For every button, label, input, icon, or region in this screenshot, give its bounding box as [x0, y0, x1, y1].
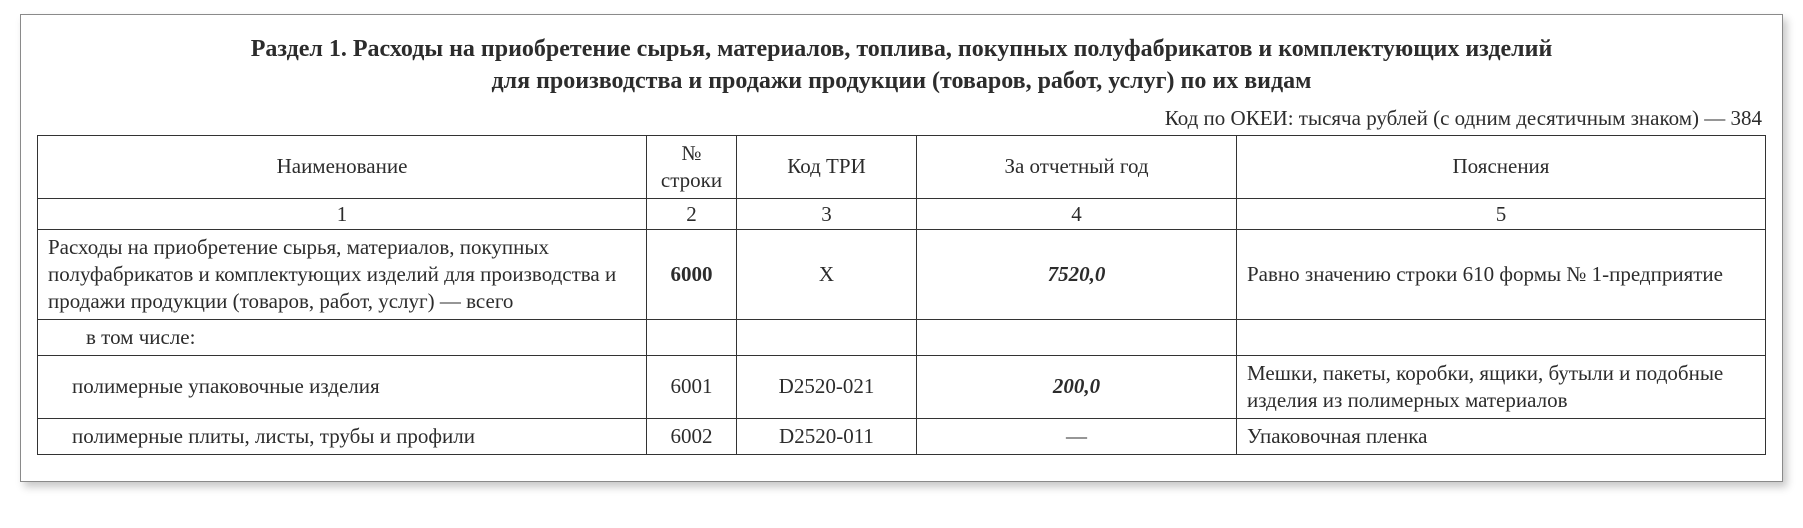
table-row: полимерные плиты, листы, трубы и профили…: [38, 418, 1766, 454]
colnum-4: 4: [917, 198, 1237, 230]
table-row: в том числе:: [38, 320, 1766, 356]
table-colnum-row: 1 2 3 4 5: [38, 198, 1766, 230]
section-title: Раздел 1. Расходы на приобретение сырья,…: [37, 33, 1766, 98]
cell-note: Равно значению строки 610 формы № 1-пред…: [1237, 230, 1766, 320]
cell-row-number: 6000: [647, 230, 737, 320]
col-header-note: Пояснения: [1237, 135, 1766, 198]
title-line-2: для производства и продажи продукции (то…: [492, 68, 1312, 94]
table-header-row: Наименование № строки Код ТРИ За отчетны…: [38, 135, 1766, 198]
col-header-rownum: № строки: [647, 135, 737, 198]
table-row: Расходы на приобретение сырья, материало…: [38, 230, 1766, 320]
cell-note: [1237, 320, 1766, 356]
cell-value: —: [917, 418, 1237, 454]
cell-row-number: 6002: [647, 418, 737, 454]
colnum-2: 2: [647, 198, 737, 230]
cell-code: D2520-011: [737, 418, 917, 454]
cell-name: полимерные упаковочные изделия: [38, 355, 647, 418]
colnum-5: 5: [1237, 198, 1766, 230]
cell-note: Мешки, пакеты, коробки, ящики, бутыли и …: [1237, 355, 1766, 418]
expenses-table: Наименование № строки Код ТРИ За отчетны…: [37, 135, 1766, 455]
cell-code: Х: [737, 230, 917, 320]
colnum-3: 3: [737, 198, 917, 230]
cell-value: [917, 320, 1237, 356]
cell-name: полимерные плиты, листы, трубы и профили: [38, 418, 647, 454]
cell-value: 200,0: [917, 355, 1237, 418]
title-line-1: Раздел 1. Расходы на приобретение сырья,…: [251, 36, 1553, 62]
table-row: полимерные упаковочные изделия6001D2520-…: [38, 355, 1766, 418]
cell-row-number: 6001: [647, 355, 737, 418]
cell-note: Упаковочная пленка: [1237, 418, 1766, 454]
col-header-code: Код ТРИ: [737, 135, 917, 198]
colnum-1: 1: [38, 198, 647, 230]
col-header-value: За отчетный год: [917, 135, 1237, 198]
col-header-name: Наименование: [38, 135, 647, 198]
table-body: Расходы на приобретение сырья, материало…: [38, 230, 1766, 454]
cell-code: [737, 320, 917, 356]
cell-code: D2520-021: [737, 355, 917, 418]
okei-note: Код по ОКЕИ: тысяча рублей (с одним деся…: [37, 106, 1762, 131]
cell-name: в том числе:: [38, 320, 647, 356]
cell-value: 7520,0: [917, 230, 1237, 320]
cell-row-number: [647, 320, 737, 356]
cell-name: Расходы на приобретение сырья, материало…: [38, 230, 647, 320]
document-card: Раздел 1. Расходы на приобретение сырья,…: [20, 14, 1783, 482]
